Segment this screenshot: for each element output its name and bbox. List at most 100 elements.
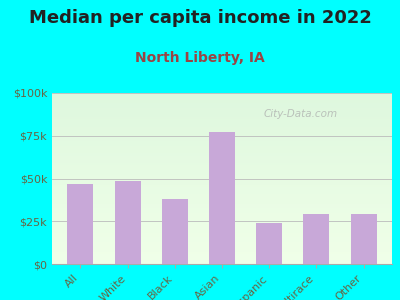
Bar: [52, 192, 392, 194]
Bar: [52, 255, 392, 257]
Bar: [52, 160, 392, 161]
Bar: [52, 228, 392, 230]
Bar: [209, 132, 235, 264]
Bar: [52, 209, 392, 211]
Text: City-Data.com: City-Data.com: [263, 109, 337, 118]
Bar: [52, 141, 392, 142]
Bar: [52, 108, 392, 110]
Bar: [52, 233, 392, 235]
Bar: [52, 156, 392, 158]
Bar: [52, 232, 392, 233]
Bar: [52, 139, 392, 141]
Bar: [52, 168, 392, 170]
Bar: [52, 118, 392, 120]
Bar: [304, 214, 329, 264]
Bar: [52, 184, 392, 185]
Bar: [52, 221, 392, 223]
Bar: [52, 110, 392, 112]
Bar: [52, 259, 392, 261]
Bar: [52, 244, 392, 245]
Bar: [52, 247, 392, 249]
Bar: [52, 254, 392, 256]
Bar: [52, 144, 392, 146]
Bar: [52, 167, 392, 168]
Bar: [52, 190, 392, 192]
Bar: [52, 134, 392, 136]
Bar: [52, 170, 392, 172]
Bar: [52, 187, 392, 189]
Bar: [52, 177, 392, 178]
Bar: [52, 182, 392, 184]
Bar: [52, 235, 392, 237]
Bar: [52, 262, 392, 264]
Bar: [52, 146, 392, 148]
Bar: [52, 136, 392, 137]
Text: North Liberty, IA: North Liberty, IA: [135, 51, 265, 65]
Bar: [52, 125, 392, 127]
Bar: [52, 261, 392, 262]
Bar: [52, 93, 392, 95]
Bar: [52, 238, 392, 240]
Bar: [162, 199, 188, 264]
Bar: [52, 173, 392, 175]
Bar: [52, 225, 392, 226]
Bar: [52, 120, 392, 122]
Bar: [68, 184, 94, 264]
Bar: [52, 216, 392, 218]
Bar: [52, 149, 392, 151]
Bar: [52, 132, 392, 134]
Bar: [52, 199, 392, 201]
Bar: [52, 165, 392, 167]
Bar: [52, 201, 392, 203]
Bar: [52, 218, 392, 220]
Bar: [52, 163, 392, 165]
Bar: [52, 220, 392, 221]
Bar: [52, 98, 392, 100]
Bar: [52, 226, 392, 228]
Bar: [52, 237, 392, 238]
Bar: [52, 107, 392, 108]
Bar: [52, 250, 392, 252]
Bar: [52, 158, 392, 160]
Bar: [52, 252, 392, 254]
Bar: [52, 257, 392, 259]
Bar: [52, 211, 392, 213]
Bar: [52, 95, 392, 96]
Bar: [52, 208, 392, 209]
Bar: [52, 115, 392, 117]
Bar: [52, 112, 392, 113]
Bar: [52, 113, 392, 115]
Bar: [52, 105, 392, 107]
Bar: [52, 242, 392, 244]
Bar: [52, 151, 392, 153]
Bar: [52, 197, 392, 199]
Bar: [52, 204, 392, 206]
Bar: [52, 185, 392, 187]
Bar: [52, 130, 392, 132]
Bar: [52, 137, 392, 139]
Bar: [52, 127, 392, 129]
Bar: [52, 189, 392, 190]
Bar: [52, 117, 392, 118]
Bar: [52, 96, 392, 98]
Bar: [52, 175, 392, 177]
Bar: [52, 142, 392, 144]
Bar: [52, 206, 392, 208]
Bar: [52, 202, 392, 204]
Bar: [52, 194, 392, 196]
Bar: [52, 172, 392, 173]
Bar: [52, 161, 392, 163]
Bar: [52, 214, 392, 216]
Bar: [52, 122, 392, 124]
Text: Median per capita income in 2022: Median per capita income in 2022: [28, 9, 372, 27]
Bar: [52, 196, 392, 197]
Bar: [52, 148, 392, 149]
Bar: [115, 181, 140, 264]
Bar: [52, 124, 392, 125]
Bar: [52, 223, 392, 225]
Bar: [52, 154, 392, 156]
Bar: [52, 178, 392, 180]
Bar: [256, 223, 282, 264]
Bar: [52, 230, 392, 232]
Bar: [350, 214, 376, 264]
